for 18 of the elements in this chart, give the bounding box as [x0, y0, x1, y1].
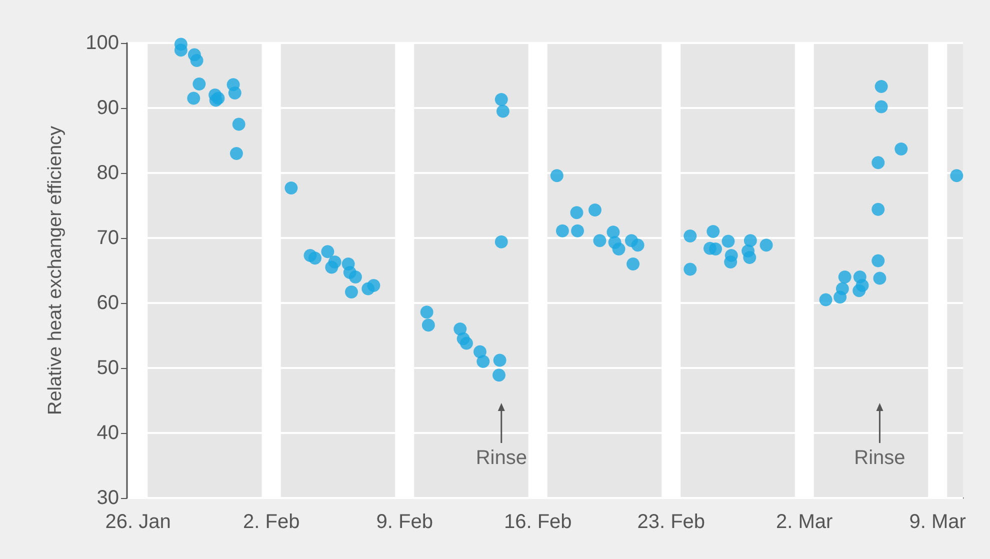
y-tick-label: 100 — [86, 32, 119, 54]
x-tick-label: 23. Feb — [637, 511, 706, 533]
y-axis-title: Relative heat exchanger efficiency — [45, 125, 66, 416]
y-tick-label: 30 — [96, 487, 119, 509]
y-tick-label: 40 — [96, 422, 119, 444]
x-tick-label: 26. Jan — [105, 511, 171, 533]
y-tick-label: 80 — [96, 162, 119, 184]
annotation: Rinse — [476, 447, 527, 469]
y-tick-label: 50 — [96, 357, 119, 379]
y-tick-label: 60 — [96, 292, 119, 314]
y-tick-label: 70 — [96, 227, 119, 249]
x-tick-label: 9. Feb — [376, 511, 433, 533]
x-tick-label: 9. Mar — [909, 511, 966, 533]
x-tick-label: 2. Mar — [776, 511, 834, 533]
y-tick-label: 90 — [96, 97, 119, 119]
annotation: Rinse — [854, 447, 906, 469]
x-tick-label: 16. Feb — [504, 511, 572, 533]
x-tick-label: 2. Feb — [243, 511, 300, 533]
